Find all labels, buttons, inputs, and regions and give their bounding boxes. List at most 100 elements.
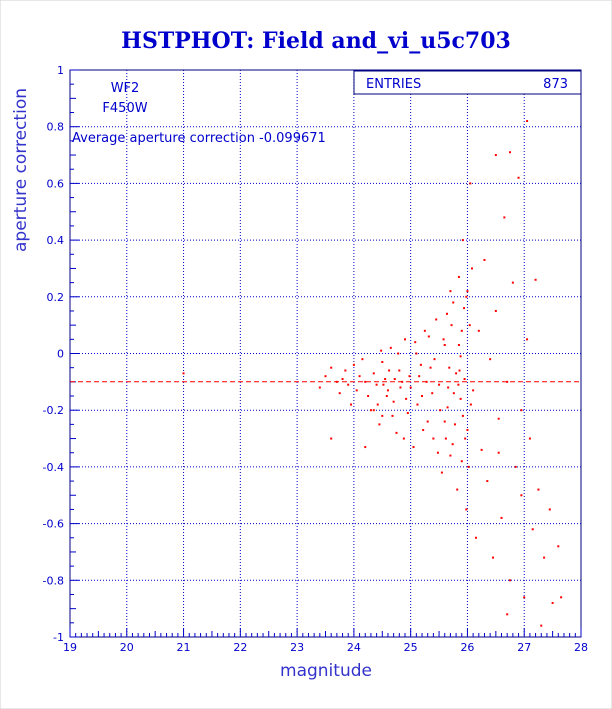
data-point	[397, 352, 400, 355]
data-point	[395, 431, 398, 434]
data-point	[470, 267, 473, 270]
entries-box	[353, 70, 582, 95]
data-point	[364, 380, 367, 383]
data-point	[449, 454, 452, 457]
data-point	[372, 409, 375, 412]
data-point	[182, 372, 185, 375]
chart-title: HSTPHOT: Field and_vi_u5c703	[121, 28, 511, 54]
data-point	[389, 346, 392, 349]
data-point	[465, 508, 468, 511]
grid-lines	[70, 70, 581, 637]
data-point	[361, 358, 364, 361]
data-point	[378, 423, 381, 426]
data-point	[465, 295, 468, 298]
data-point	[477, 329, 480, 332]
data-point	[338, 392, 341, 395]
data-point	[526, 120, 529, 123]
data-point	[520, 494, 523, 497]
x-axis-title: magnitude	[280, 661, 372, 681]
data-point	[497, 451, 500, 454]
data-point	[398, 369, 401, 372]
data-point	[419, 363, 422, 366]
x-tick-label: 21	[177, 641, 191, 654]
data-point	[511, 281, 514, 284]
data-point	[330, 366, 333, 369]
data-point	[449, 290, 452, 293]
data-point	[436, 451, 439, 454]
x-tick-label: 22	[233, 641, 247, 654]
data-point	[429, 366, 432, 369]
y-tick-label: -0.4	[43, 461, 64, 474]
data-point	[494, 309, 497, 312]
data-point	[461, 239, 464, 242]
data-point	[388, 369, 391, 372]
axis-ticks	[69, 69, 582, 638]
data-point	[442, 338, 445, 341]
x-tick-label: 28	[574, 641, 588, 654]
data-point	[367, 395, 370, 398]
data-point	[509, 151, 512, 154]
x-tick-label: 20	[120, 641, 134, 654]
data-point	[457, 275, 460, 278]
data-point	[435, 318, 438, 321]
y-tick-label: 0.8	[47, 121, 65, 134]
data-point	[380, 349, 383, 352]
y-axis-title: aperture correction	[11, 88, 31, 252]
data-point	[463, 378, 466, 381]
data-point	[341, 378, 344, 381]
data-point	[431, 392, 434, 395]
data-point	[446, 312, 449, 315]
data-point	[459, 355, 462, 358]
data-point	[467, 465, 470, 468]
data-point	[423, 329, 426, 332]
data-point	[427, 335, 430, 338]
data-point	[350, 403, 353, 406]
data-point	[324, 375, 327, 378]
data-point	[560, 596, 563, 599]
data-point	[458, 369, 461, 372]
data-point	[534, 278, 537, 281]
data-point	[469, 182, 472, 185]
data-point	[557, 545, 560, 548]
data-point	[494, 154, 497, 157]
data-point	[386, 389, 389, 392]
data-point	[421, 395, 424, 398]
data-point	[483, 258, 486, 261]
data-point	[520, 409, 523, 412]
data-point	[528, 437, 531, 440]
data-point	[425, 380, 428, 383]
data-point	[474, 536, 477, 539]
data-point	[375, 383, 378, 386]
data-point	[369, 409, 372, 412]
data-point	[500, 516, 503, 519]
data-point	[432, 437, 435, 440]
x-tick-label: 24	[347, 641, 361, 654]
data-point	[452, 392, 455, 395]
data-point	[392, 400, 395, 403]
data-point	[433, 358, 436, 361]
data-point	[503, 216, 506, 219]
data-point	[450, 324, 453, 327]
data-point	[418, 375, 421, 378]
y-tick-label: -0.8	[43, 574, 64, 587]
data-point	[466, 429, 469, 432]
data-point	[446, 406, 449, 409]
y-tick-label: 0.4	[47, 234, 65, 247]
data-point	[551, 601, 554, 604]
data-point	[489, 358, 492, 361]
data-point	[464, 437, 467, 440]
data-point	[506, 380, 509, 383]
data-point	[422, 429, 425, 432]
x-tick-labels: 19 20 21 22 23 24 25 26 27 28	[63, 641, 588, 654]
data-point	[444, 437, 447, 440]
data-point	[461, 414, 464, 417]
data-point	[463, 307, 466, 310]
y-tick-label: 0.6	[47, 177, 65, 190]
data-point	[347, 383, 350, 386]
chip-label: WF2	[111, 81, 140, 96]
data-points	[182, 77, 563, 627]
data-point	[480, 448, 483, 451]
data-point	[469, 403, 472, 406]
data-point	[385, 395, 388, 398]
